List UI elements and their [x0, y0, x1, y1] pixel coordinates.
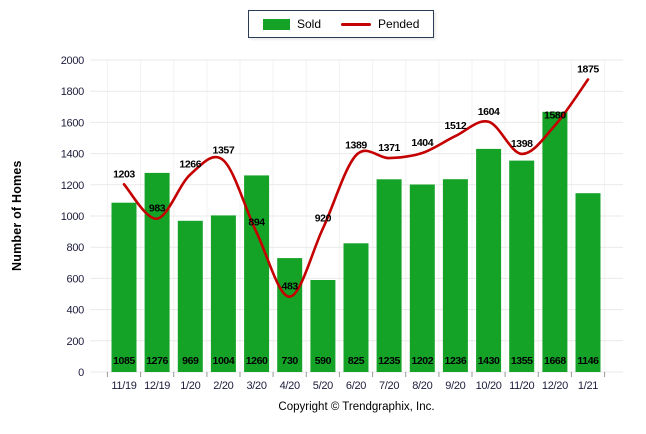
- sold-bar: [542, 111, 568, 373]
- x-category-label: 10/20: [476, 380, 502, 392]
- x-category-label: 6/20: [346, 380, 366, 392]
- y-tick-label: 1200: [61, 180, 84, 192]
- sold-bar: [277, 258, 303, 372]
- x-category-label: 1/20: [180, 380, 200, 392]
- sold-value-label: 1202: [411, 355, 433, 367]
- legend-pended-label: Pended: [378, 17, 420, 31]
- sold-bar: [509, 160, 535, 372]
- x-category-label: 3/20: [246, 380, 266, 392]
- y-tick-label: 200: [67, 336, 85, 348]
- x-category-label: 11/19: [111, 380, 136, 392]
- sold-value-label: 1668: [544, 355, 566, 367]
- sold-bar: [310, 280, 336, 372]
- y-tick-label: 1400: [61, 149, 84, 161]
- pended-line-icon: [341, 22, 372, 26]
- pended-value-label: 1604: [478, 106, 500, 118]
- pended-value-label: 1398: [511, 138, 533, 150]
- x-category-label: 11/20: [509, 380, 534, 392]
- sold-bar: [244, 175, 270, 372]
- pended-value-label: 894: [248, 217, 265, 229]
- sold-bar: [210, 215, 236, 372]
- sold-value-label: 825: [348, 355, 365, 367]
- sold-bar: [476, 148, 502, 372]
- sold-value-label: 969: [182, 355, 199, 367]
- pended-value-label: 483: [282, 281, 299, 293]
- x-category-label: 4/20: [280, 380, 300, 392]
- sold-value-label: 1146: [577, 355, 599, 367]
- legend-sold-label: Sold: [297, 17, 322, 31]
- y-tick-label: 400: [67, 305, 85, 317]
- sold-bar: [376, 179, 402, 372]
- y-tick-label: 0: [78, 367, 84, 379]
- sold-value-label: 1004: [213, 355, 235, 367]
- x-category-label: 9/20: [445, 380, 465, 392]
- sold-value-label: 1236: [445, 355, 467, 367]
- sold-bar: [409, 184, 435, 372]
- sold-value-label: 590: [315, 355, 332, 367]
- pended-value-label: 1371: [378, 142, 400, 154]
- sold-value-label: 1430: [478, 355, 500, 367]
- pended-value-label: 1512: [445, 120, 467, 132]
- sold-value-label: 730: [282, 355, 299, 367]
- y-tick-label: 1800: [61, 86, 84, 98]
- y-tick-label: 1000: [61, 211, 84, 223]
- copyright-text: Copyright © Trendgraphix, Inc.: [278, 401, 435, 413]
- sold-value-label: 1355: [511, 355, 533, 367]
- pended-value-label: 1580: [544, 110, 566, 122]
- pended-value-label: 1404: [411, 137, 433, 149]
- sold-bar: [343, 243, 369, 372]
- y-tick-label: 800: [67, 242, 85, 254]
- sold-bar: [144, 172, 170, 372]
- sold-swatch-icon: [263, 18, 290, 30]
- sold-bar: [575, 193, 601, 372]
- x-category-label: 12/20: [542, 380, 568, 392]
- x-category-label: 8/20: [412, 380, 432, 392]
- pended-value-label: 1203: [113, 168, 135, 180]
- y-tick-label: 2000: [61, 55, 84, 67]
- x-category-label: 5/20: [313, 380, 333, 392]
- sold-value-label: 1276: [146, 355, 168, 367]
- y-tick-label: 600: [67, 273, 85, 285]
- sold-bar: [111, 202, 137, 372]
- pended-value-label: 1266: [179, 159, 201, 171]
- x-category-label: 1/21: [578, 380, 598, 392]
- x-category-label: 2/20: [213, 380, 233, 392]
- legend: Sold Pended: [248, 10, 435, 38]
- sold-value-label: 1260: [246, 355, 268, 367]
- x-category-label: 7/20: [379, 380, 399, 392]
- sold-bar: [442, 179, 468, 372]
- sold-value-label: 1085: [113, 355, 135, 367]
- sold-bar: [177, 220, 203, 372]
- pended-value-label: 920: [315, 213, 332, 225]
- x-category-label: 12/19: [144, 380, 170, 392]
- pended-value-label: 1357: [213, 144, 235, 156]
- pended-line: [122, 78, 590, 299]
- pended-value-label: 1875: [577, 64, 599, 76]
- y-tick-label: 1600: [61, 117, 84, 129]
- pended-value-label: 983: [149, 203, 166, 215]
- sold-value-label: 1235: [378, 355, 400, 367]
- pended-value-label: 1389: [345, 139, 367, 151]
